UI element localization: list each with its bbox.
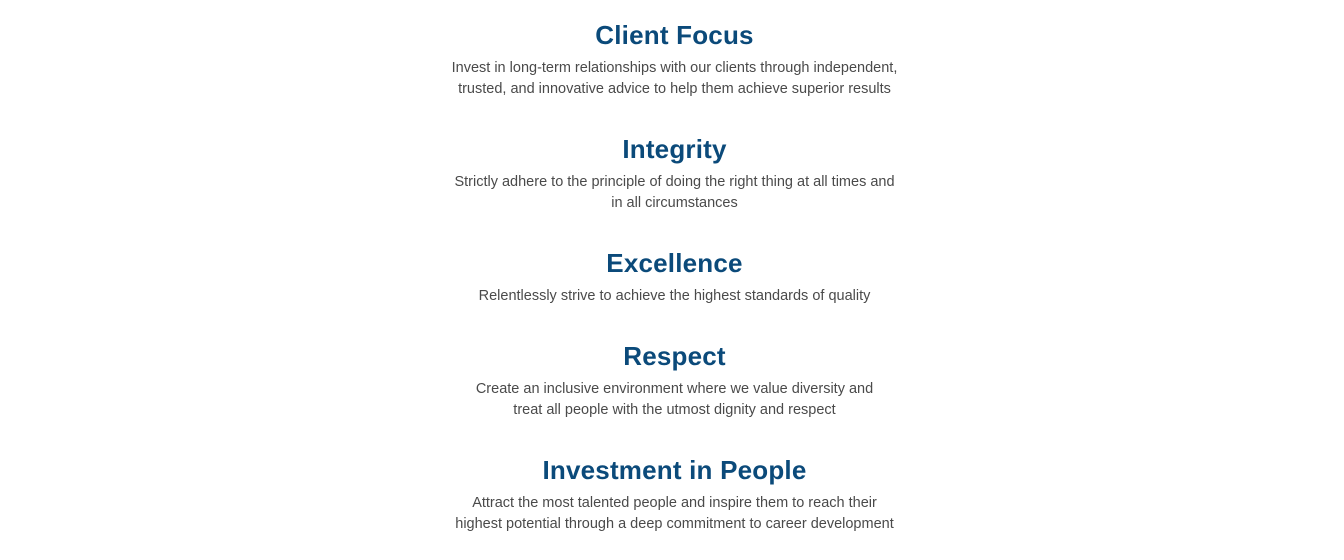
- value-description-line: trusted, and innovative advice to help t…: [458, 81, 891, 97]
- value-description-line: highest potential through a deep commitm…: [455, 516, 894, 532]
- value-description-line: Relentlessly strive to achieve the highe…: [478, 288, 871, 304]
- value-title: Investment in People: [542, 455, 807, 485]
- value-title: Client Focus: [595, 20, 754, 50]
- value-description-line: treat all people with the utmost dignity…: [513, 402, 836, 418]
- value-investment-in-people: Investment in People Attract the most ta…: [0, 455, 1344, 535]
- value-title: Excellence: [606, 248, 743, 278]
- value-description: Strictly adhere to the principle of doin…: [0, 172, 1344, 214]
- value-respect: Respect Create an inclusive environment …: [0, 341, 1344, 421]
- value-description: Create an inclusive environment where we…: [0, 379, 1344, 421]
- value-description-line: in all circumstances: [611, 195, 738, 211]
- value-title: Integrity: [622, 134, 727, 164]
- value-description-line: Invest in long-term relationships with o…: [451, 60, 898, 76]
- value-description-line: Create an inclusive environment where we…: [475, 381, 874, 397]
- value-integrity: Integrity Strictly adhere to the princip…: [0, 134, 1344, 214]
- value-description: Attract the most talented people and ins…: [0, 493, 1344, 535]
- value-excellence: Excellence Relentlessly strive to achiev…: [0, 248, 1344, 307]
- value-title: Respect: [623, 341, 726, 371]
- value-description-line: Strictly adhere to the principle of doin…: [454, 174, 895, 190]
- value-client-focus: Client Focus Invest in long-term relatio…: [0, 20, 1344, 100]
- value-description-line: Attract the most talented people and ins…: [472, 495, 877, 511]
- value-description: Relentlessly strive to achieve the highe…: [0, 286, 1344, 307]
- value-description: Invest in long-term relationships with o…: [0, 58, 1344, 100]
